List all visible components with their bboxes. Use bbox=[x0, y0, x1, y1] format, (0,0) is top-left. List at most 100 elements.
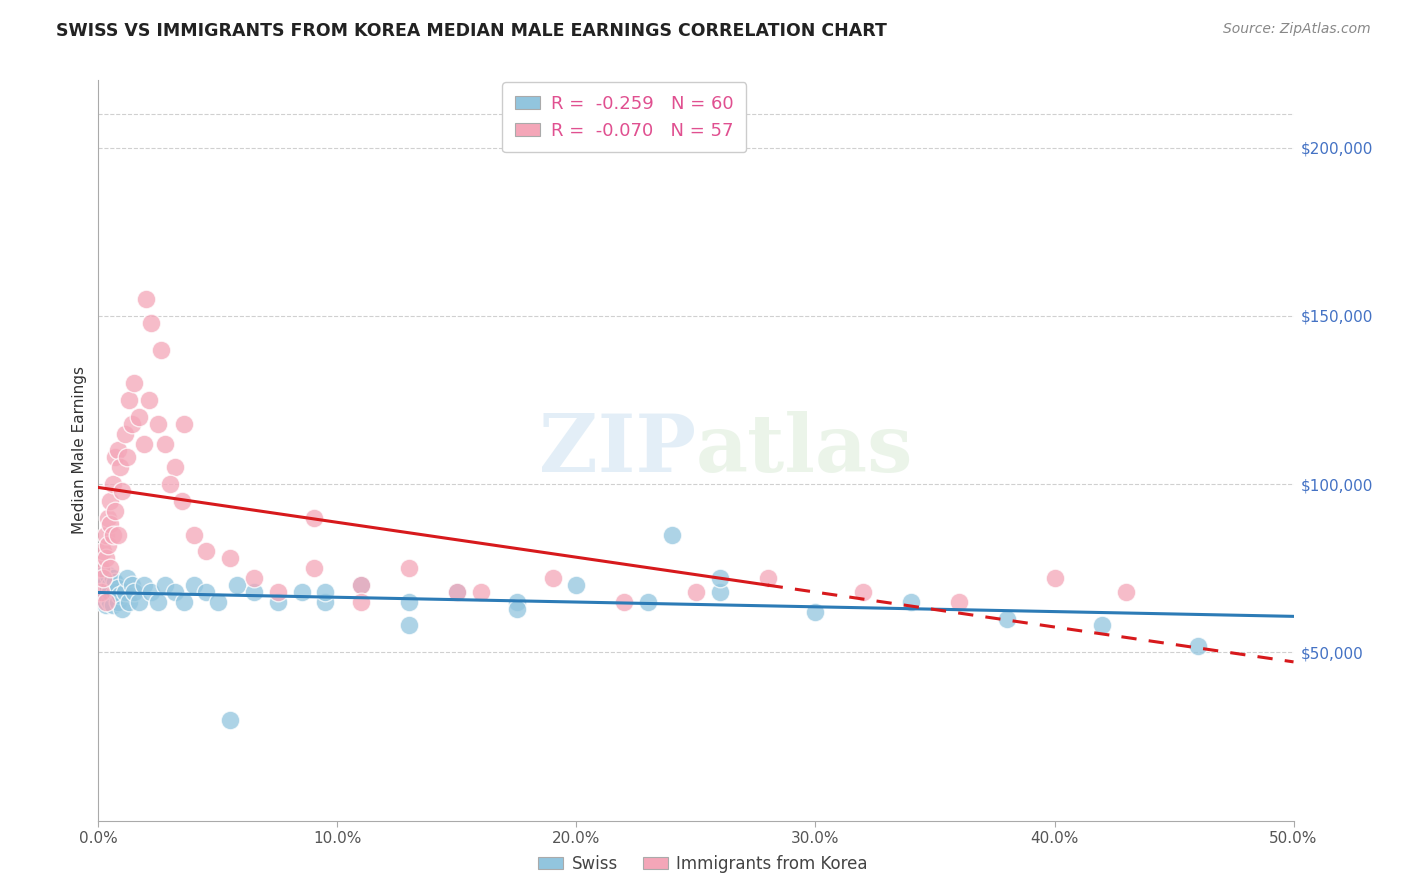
Point bbox=[98, 494, 122, 508]
Point bbox=[107, 595, 129, 609]
Point bbox=[637, 595, 659, 609]
Point bbox=[118, 595, 141, 609]
Legend: Swiss, Immigrants from Korea: Swiss, Immigrants from Korea bbox=[531, 848, 875, 880]
Point bbox=[94, 588, 117, 602]
Point bbox=[104, 574, 127, 589]
Point bbox=[90, 571, 112, 585]
Point bbox=[506, 595, 529, 609]
Point bbox=[107, 443, 129, 458]
Point bbox=[148, 595, 170, 609]
Point bbox=[98, 595, 122, 609]
Point bbox=[91, 568, 114, 582]
Point bbox=[1043, 571, 1066, 585]
Point bbox=[121, 417, 143, 431]
Point bbox=[97, 582, 120, 596]
Point bbox=[219, 551, 242, 566]
Point bbox=[121, 578, 143, 592]
Point bbox=[111, 601, 134, 615]
Point bbox=[108, 460, 131, 475]
Text: SWISS VS IMMIGRANTS FROM KOREA MEDIAN MALE EARNINGS CORRELATION CHART: SWISS VS IMMIGRANTS FROM KOREA MEDIAN MA… bbox=[56, 22, 887, 40]
Point bbox=[350, 578, 373, 592]
Point bbox=[115, 571, 138, 585]
Point bbox=[541, 571, 564, 585]
Point bbox=[107, 527, 129, 541]
Point bbox=[756, 571, 779, 585]
Point bbox=[398, 595, 420, 609]
Point bbox=[613, 595, 636, 609]
Point bbox=[661, 527, 683, 541]
Point bbox=[114, 584, 136, 599]
Point bbox=[98, 578, 122, 592]
Point bbox=[97, 510, 120, 524]
Point bbox=[219, 713, 242, 727]
Text: Source: ZipAtlas.com: Source: ZipAtlas.com bbox=[1223, 22, 1371, 37]
Point bbox=[98, 561, 122, 575]
Point bbox=[94, 595, 117, 609]
Point bbox=[172, 494, 194, 508]
Point bbox=[302, 510, 325, 524]
Point bbox=[118, 392, 141, 407]
Point bbox=[128, 409, 150, 424]
Point bbox=[446, 584, 468, 599]
Point bbox=[91, 595, 114, 609]
Point bbox=[98, 584, 122, 599]
Point bbox=[115, 450, 138, 465]
Point bbox=[302, 561, 325, 575]
Point bbox=[114, 426, 136, 441]
Point bbox=[132, 578, 155, 592]
Point bbox=[97, 591, 120, 606]
Point bbox=[1091, 618, 1114, 632]
Point bbox=[226, 578, 249, 592]
Point bbox=[124, 376, 146, 391]
Point bbox=[91, 544, 114, 558]
Point bbox=[90, 584, 112, 599]
Point bbox=[149, 343, 172, 357]
Point bbox=[995, 612, 1018, 626]
Point bbox=[111, 483, 134, 498]
Point bbox=[1187, 639, 1209, 653]
Point bbox=[104, 584, 127, 599]
Point bbox=[315, 584, 337, 599]
Text: ZIP: ZIP bbox=[538, 411, 696, 490]
Point bbox=[398, 561, 420, 575]
Point bbox=[267, 595, 290, 609]
Point bbox=[163, 584, 186, 599]
Point bbox=[183, 578, 205, 592]
Point bbox=[195, 584, 218, 599]
Point bbox=[97, 538, 120, 552]
Point bbox=[104, 450, 127, 465]
Point bbox=[804, 605, 827, 619]
Point bbox=[108, 588, 131, 602]
Point bbox=[124, 584, 146, 599]
Point bbox=[195, 544, 218, 558]
Point bbox=[398, 618, 420, 632]
Point bbox=[173, 595, 195, 609]
Point bbox=[101, 477, 124, 491]
Point bbox=[159, 477, 181, 491]
Point bbox=[97, 568, 120, 582]
Point bbox=[243, 584, 266, 599]
Point bbox=[139, 584, 162, 599]
Point bbox=[135, 292, 157, 306]
Point bbox=[155, 436, 177, 450]
Point bbox=[98, 517, 122, 532]
Point bbox=[900, 595, 922, 609]
Point bbox=[90, 561, 112, 575]
Point bbox=[350, 595, 373, 609]
Point bbox=[565, 578, 588, 592]
Point bbox=[155, 578, 177, 592]
Point bbox=[128, 595, 150, 609]
Point bbox=[506, 601, 529, 615]
Legend: R =  -0.259   N = 60, R =  -0.070   N = 57: R = -0.259 N = 60, R = -0.070 N = 57 bbox=[502, 82, 747, 153]
Point bbox=[94, 599, 117, 613]
Point bbox=[138, 392, 160, 407]
Point bbox=[1115, 584, 1137, 599]
Point bbox=[267, 584, 290, 599]
Point bbox=[470, 584, 492, 599]
Point bbox=[139, 316, 162, 330]
Point bbox=[90, 584, 112, 599]
Point bbox=[148, 417, 170, 431]
Point bbox=[107, 582, 129, 596]
Point bbox=[243, 571, 266, 585]
Point bbox=[132, 436, 155, 450]
